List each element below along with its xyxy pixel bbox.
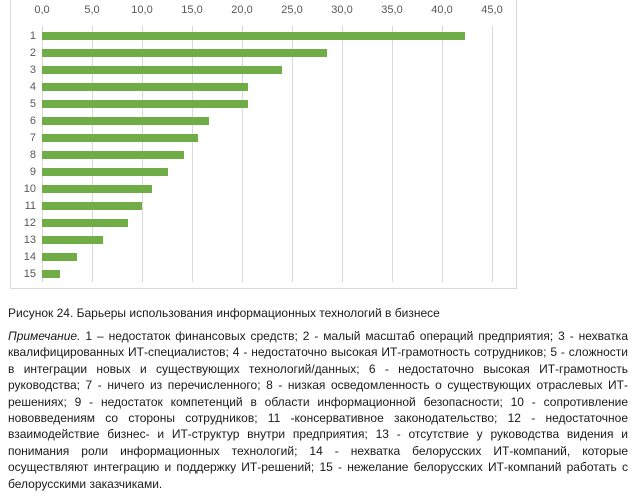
y-axis-category-label: 4 <box>29 80 36 93</box>
bar <box>42 184 152 193</box>
y-axis-category-label: 5 <box>29 97 36 110</box>
y-axis-category-label: 12 <box>23 216 36 229</box>
bar-row: 14 <box>11 249 516 265</box>
y-axis-category-label: 14 <box>23 250 36 263</box>
gridline <box>392 26 393 282</box>
x-axis-tick-label: 5,0 <box>84 4 100 16</box>
y-axis-category-label: 13 <box>23 233 36 246</box>
bar-chart-frame: 1 2 3 4 5 6 7 8 9 10 11 12 13 14 15 0,0 5,0 10,0 15,0 20,0… <box>10 0 517 289</box>
bar <box>42 252 77 261</box>
bar-row: 11 <box>11 198 516 214</box>
x-axis-tick-label: 15,0 <box>181 4 203 16</box>
bar-row: 1 <box>11 28 516 44</box>
bar <box>42 201 142 210</box>
bar <box>42 150 184 159</box>
bar <box>42 65 282 74</box>
bar-rows: 1 2 3 4 5 6 7 8 9 10 11 12 13 14 15 <box>11 27 516 282</box>
y-axis-category-label: 10 <box>23 182 36 195</box>
y-axis-category-label: 7 <box>29 131 36 144</box>
bar-row: 8 <box>11 147 516 163</box>
y-axis-category-label: 15 <box>23 267 36 280</box>
bar-row: 3 <box>11 62 516 78</box>
bar-row: 2 <box>11 45 516 61</box>
bar <box>42 133 198 142</box>
bar <box>42 48 327 57</box>
note-body: 1 – недостаток финансовых средств; 2 - м… <box>8 329 628 491</box>
bar-row: 13 <box>11 232 516 248</box>
bar <box>42 235 103 244</box>
gridline <box>242 26 243 282</box>
y-axis-category-label: 2 <box>29 46 36 59</box>
gridline <box>342 26 343 282</box>
bar <box>42 269 60 278</box>
bar-row: 15 <box>11 266 516 282</box>
gridline <box>292 26 293 282</box>
x-axis-tick-label: 35,0 <box>381 4 403 16</box>
gridline <box>492 26 493 282</box>
x-axis-tick-label: 25,0 <box>281 4 303 16</box>
bar-row: 9 <box>11 164 516 180</box>
bar-row: 6 <box>11 113 516 129</box>
x-axis-tick-label: 10,0 <box>131 4 153 16</box>
bar <box>42 218 128 227</box>
x-axis-tick-label: 20,0 <box>231 4 253 16</box>
y-axis-category-label: 8 <box>29 148 36 161</box>
bar <box>42 82 248 91</box>
x-axis-tick-label: 40,0 <box>431 4 453 16</box>
y-axis-category-label: 3 <box>29 63 36 76</box>
y-axis-category-label: 6 <box>29 114 36 127</box>
bar-row: 5 <box>11 96 516 112</box>
bar-row: 12 <box>11 215 516 231</box>
gridline <box>442 26 443 282</box>
figure-caption: Рисунок 24. Барьеры использования информ… <box>8 306 440 320</box>
x-axis-tick-label: 30,0 <box>331 4 353 16</box>
gridline <box>192 26 193 282</box>
y-axis-category-label: 11 <box>24 199 36 212</box>
bar-row: 4 <box>11 79 516 95</box>
bar <box>42 99 248 108</box>
x-axis-tick-label: 0,0 <box>34 4 50 16</box>
y-axis-category-label: 9 <box>29 165 36 178</box>
bar <box>42 116 209 125</box>
bar <box>42 167 168 176</box>
y-axis-category-label: 1 <box>29 29 36 42</box>
x-axis-tick-label: 45,0 <box>481 4 503 16</box>
bar-row: 10 <box>11 181 516 197</box>
note-lead: Примечание. <box>8 329 81 343</box>
figure-note: Примечание. 1 – недостаток финансовых ср… <box>8 328 628 492</box>
bar-row: 7 <box>11 130 516 146</box>
bar <box>42 31 465 40</box>
